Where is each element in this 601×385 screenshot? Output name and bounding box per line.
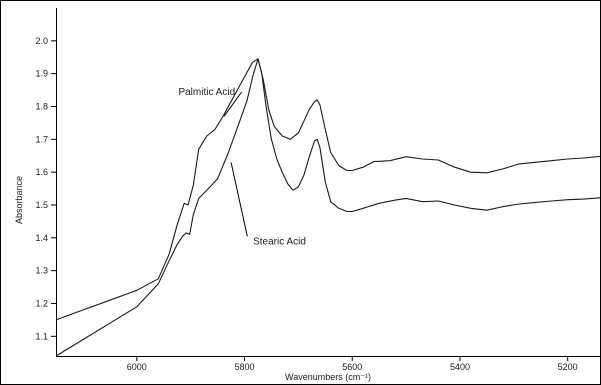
y-tick-label: 1.5 bbox=[35, 200, 48, 210]
series-line-palmitic-acid bbox=[55, 58, 601, 321]
annotation-label: Palmitic Acid bbox=[178, 87, 235, 98]
y-tick-label: 1.9 bbox=[35, 69, 48, 79]
x-tick-label: 5600 bbox=[342, 362, 362, 372]
y-tick-label: 1.3 bbox=[35, 266, 48, 276]
annotation-leader-line bbox=[230, 162, 248, 237]
x-tick-label: 5400 bbox=[450, 362, 470, 372]
y-tick-label: 1.6 bbox=[35, 167, 48, 177]
x-tick-label: 5800 bbox=[234, 362, 254, 372]
annotation-label: Stearic Acid bbox=[253, 236, 306, 247]
y-tick-label: 2.0 bbox=[35, 36, 48, 46]
y-tick-label: 1.2 bbox=[35, 298, 48, 308]
annotations: Palmitic Acid Stearic Acid bbox=[178, 87, 305, 247]
x-tick-label: 5200 bbox=[558, 362, 578, 372]
y-axis-label: Absorbance bbox=[14, 176, 24, 224]
x-axis-label: Wavenumbers (cm⁻¹) bbox=[285, 372, 371, 382]
y-tick-label: 1.7 bbox=[35, 134, 48, 144]
series-line-stearic-acid bbox=[55, 58, 601, 357]
x-tick-label: 6000 bbox=[127, 362, 147, 372]
x-axis-ticks: 6000 5800 5600 5400 5200 bbox=[127, 356, 578, 372]
y-tick-label: 1.4 bbox=[35, 233, 48, 243]
y-tick-label: 1.1 bbox=[35, 331, 48, 341]
series-layer bbox=[55, 58, 601, 357]
annotation-leader-line bbox=[223, 91, 243, 117]
y-axis-ticks: 1.1 1.2 1.3 1.4 1.5 1.6 1.7 1.8 1.9 2.0 bbox=[35, 36, 56, 341]
y-tick-label: 1.8 bbox=[35, 101, 48, 111]
